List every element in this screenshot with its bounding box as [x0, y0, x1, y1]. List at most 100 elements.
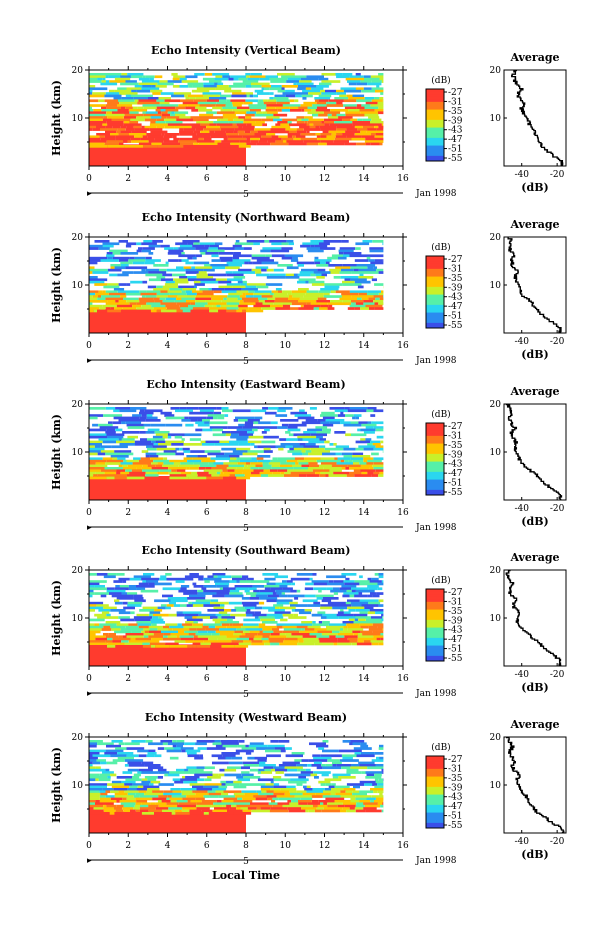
heatmap-cell — [298, 300, 317, 303]
heatmap-cell — [252, 585, 265, 588]
heatmap-cell — [107, 256, 113, 260]
heatmap-cell — [106, 428, 116, 432]
colorbar-swatch — [426, 281, 444, 285]
heatmap-cell — [107, 116, 124, 119]
heatmap-cell — [118, 283, 127, 286]
heatmap-cell — [360, 111, 378, 115]
heatmap-cell — [121, 438, 135, 441]
heatmap-cell — [147, 447, 157, 451]
heatmap-cell — [135, 637, 152, 641]
heatmap-cell — [261, 268, 267, 272]
heatmap-cell — [209, 421, 228, 425]
heatmap-cell — [202, 92, 222, 95]
heatmap-cell — [329, 407, 345, 410]
heatmap-cells — [89, 240, 384, 333]
heatmap-cell — [281, 592, 285, 595]
heatmap-cell — [234, 606, 245, 610]
heatmap-cell — [305, 280, 309, 284]
heatmap-cell — [96, 759, 106, 762]
heatmap-cell — [367, 290, 381, 294]
heatmap-cell — [228, 85, 246, 88]
heatmap-cell — [195, 792, 209, 796]
heatmap-cell — [270, 807, 288, 810]
heatmap-cell — [307, 249, 324, 253]
heatmap-cell — [177, 295, 196, 298]
heatmap-cell — [120, 125, 127, 129]
colorbar-label: -35 — [448, 274, 463, 284]
heatmap-cell — [175, 106, 186, 110]
heatmap-cell — [284, 766, 303, 770]
heatmap-cell — [194, 283, 205, 286]
heatmap-cell — [179, 130, 194, 134]
heatmap-cell — [155, 121, 166, 124]
heatmap-cell — [176, 309, 183, 313]
heatmap-cell — [312, 113, 318, 117]
heatmap-cell — [107, 123, 124, 127]
heatmap-cell — [106, 254, 115, 258]
heatmap-cell — [357, 635, 374, 639]
heatmap-cell — [212, 742, 222, 746]
heatmap-cell — [328, 785, 335, 789]
heatmap-cell — [125, 633, 144, 636]
heatmap-cell — [110, 266, 115, 270]
heatmap-cell — [89, 802, 95, 806]
heatmap-cell — [367, 459, 382, 463]
heatmap-cell — [273, 766, 285, 770]
heatmap-cell — [121, 73, 128, 76]
heatmap-cell — [217, 118, 221, 122]
heatmap-cell — [381, 254, 384, 258]
heatmap-cell — [223, 297, 227, 301]
heatmap-cell — [278, 594, 288, 598]
heatmap-cell — [268, 407, 279, 410]
x-tick-label: 6 — [204, 174, 210, 184]
heatmap-cell — [157, 606, 166, 610]
x-tick-label: 16 — [397, 341, 409, 351]
heatmap-cell — [309, 633, 322, 636]
heatmap-cell — [176, 611, 183, 615]
heatmap-cell — [89, 792, 101, 796]
heatmap-cell — [291, 582, 295, 586]
heatmap-cell — [308, 462, 318, 465]
heatmap-cell — [148, 766, 164, 770]
heatmap-cell — [164, 414, 175, 417]
heatmap-cell — [273, 630, 283, 634]
heatmap-cell — [94, 613, 107, 617]
heatmap-cell — [259, 77, 270, 81]
heatmap-cell — [224, 414, 229, 417]
heatmap-cell — [140, 137, 155, 141]
heatmap-cell — [312, 804, 318, 808]
heatmap-cell — [89, 807, 94, 810]
heatmap-cell — [190, 450, 205, 453]
heatmap-cell — [313, 271, 331, 274]
heatmap-cell — [193, 142, 199, 146]
heatmap-cell — [197, 101, 217, 105]
heatmap-cell — [288, 423, 307, 427]
heatmap-cell — [89, 87, 108, 91]
heatmap-cell — [334, 457, 338, 461]
heatmap-cell — [247, 756, 255, 760]
colorbar-swatch — [426, 94, 444, 98]
heatmap-cell — [281, 87, 285, 91]
heatmap-cell — [104, 94, 122, 98]
heatmap-cell — [320, 135, 327, 139]
heatmap-cell — [213, 121, 229, 124]
heatmap-cell — [378, 125, 384, 129]
heatmap-cell — [187, 752, 197, 755]
heatmap-cell — [165, 297, 177, 301]
heatmap-cell — [221, 290, 237, 294]
heatmap-cell — [250, 130, 258, 134]
average-frame — [503, 69, 567, 167]
heatmap-cell — [319, 474, 326, 477]
heatmap-cell — [315, 133, 321, 136]
heatmap-cell — [308, 118, 324, 122]
heatmap-cell — [184, 742, 196, 746]
heatmap-cell — [199, 249, 207, 253]
heatmap-cell — [165, 304, 180, 308]
heatmap-cell — [238, 116, 246, 119]
heatmap-cell — [89, 790, 100, 794]
heatmap-cell — [234, 111, 247, 115]
heatmap-cell — [218, 285, 233, 289]
colorbar-swatch — [426, 779, 444, 783]
heatmap-cell — [203, 85, 217, 88]
heatmap-cell — [284, 471, 291, 475]
